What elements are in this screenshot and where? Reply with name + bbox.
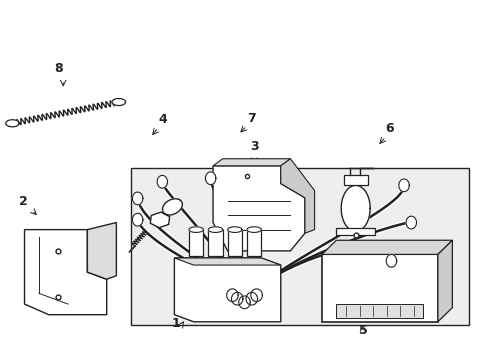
Polygon shape	[231, 292, 243, 305]
Polygon shape	[24, 230, 106, 315]
Polygon shape	[132, 213, 142, 226]
Polygon shape	[208, 227, 223, 233]
Polygon shape	[150, 212, 169, 228]
Polygon shape	[227, 227, 242, 233]
Polygon shape	[227, 230, 242, 256]
Polygon shape	[188, 230, 203, 256]
Polygon shape	[238, 296, 250, 309]
Polygon shape	[321, 255, 437, 322]
Polygon shape	[386, 255, 396, 267]
Polygon shape	[162, 199, 182, 215]
Text: 2: 2	[19, 195, 27, 208]
Polygon shape	[341, 185, 369, 231]
Polygon shape	[336, 228, 374, 235]
Polygon shape	[205, 172, 215, 185]
Polygon shape	[208, 230, 223, 256]
Bar	[131, 168, 468, 325]
Polygon shape	[112, 99, 125, 105]
Polygon shape	[213, 159, 290, 166]
Polygon shape	[132, 192, 142, 205]
Polygon shape	[405, 216, 416, 229]
Polygon shape	[398, 179, 408, 192]
Polygon shape	[6, 120, 19, 127]
Polygon shape	[280, 159, 314, 233]
Polygon shape	[174, 258, 280, 322]
Text: 8: 8	[54, 62, 62, 76]
Polygon shape	[250, 289, 262, 302]
Polygon shape	[343, 175, 367, 185]
Text: 7: 7	[247, 112, 256, 125]
Polygon shape	[246, 230, 261, 256]
Polygon shape	[87, 222, 116, 279]
Text: 5: 5	[358, 324, 366, 337]
Polygon shape	[246, 227, 261, 233]
Polygon shape	[189, 227, 203, 233]
Polygon shape	[157, 175, 167, 188]
Polygon shape	[245, 292, 257, 305]
Polygon shape	[213, 166, 305, 251]
Text: 6: 6	[385, 122, 393, 135]
Text: 3: 3	[249, 140, 258, 153]
Polygon shape	[321, 240, 451, 255]
Polygon shape	[336, 304, 423, 318]
Polygon shape	[437, 240, 451, 322]
Text: 4: 4	[158, 113, 166, 126]
Polygon shape	[174, 258, 280, 265]
Polygon shape	[226, 289, 238, 302]
Text: 1: 1	[171, 317, 180, 330]
